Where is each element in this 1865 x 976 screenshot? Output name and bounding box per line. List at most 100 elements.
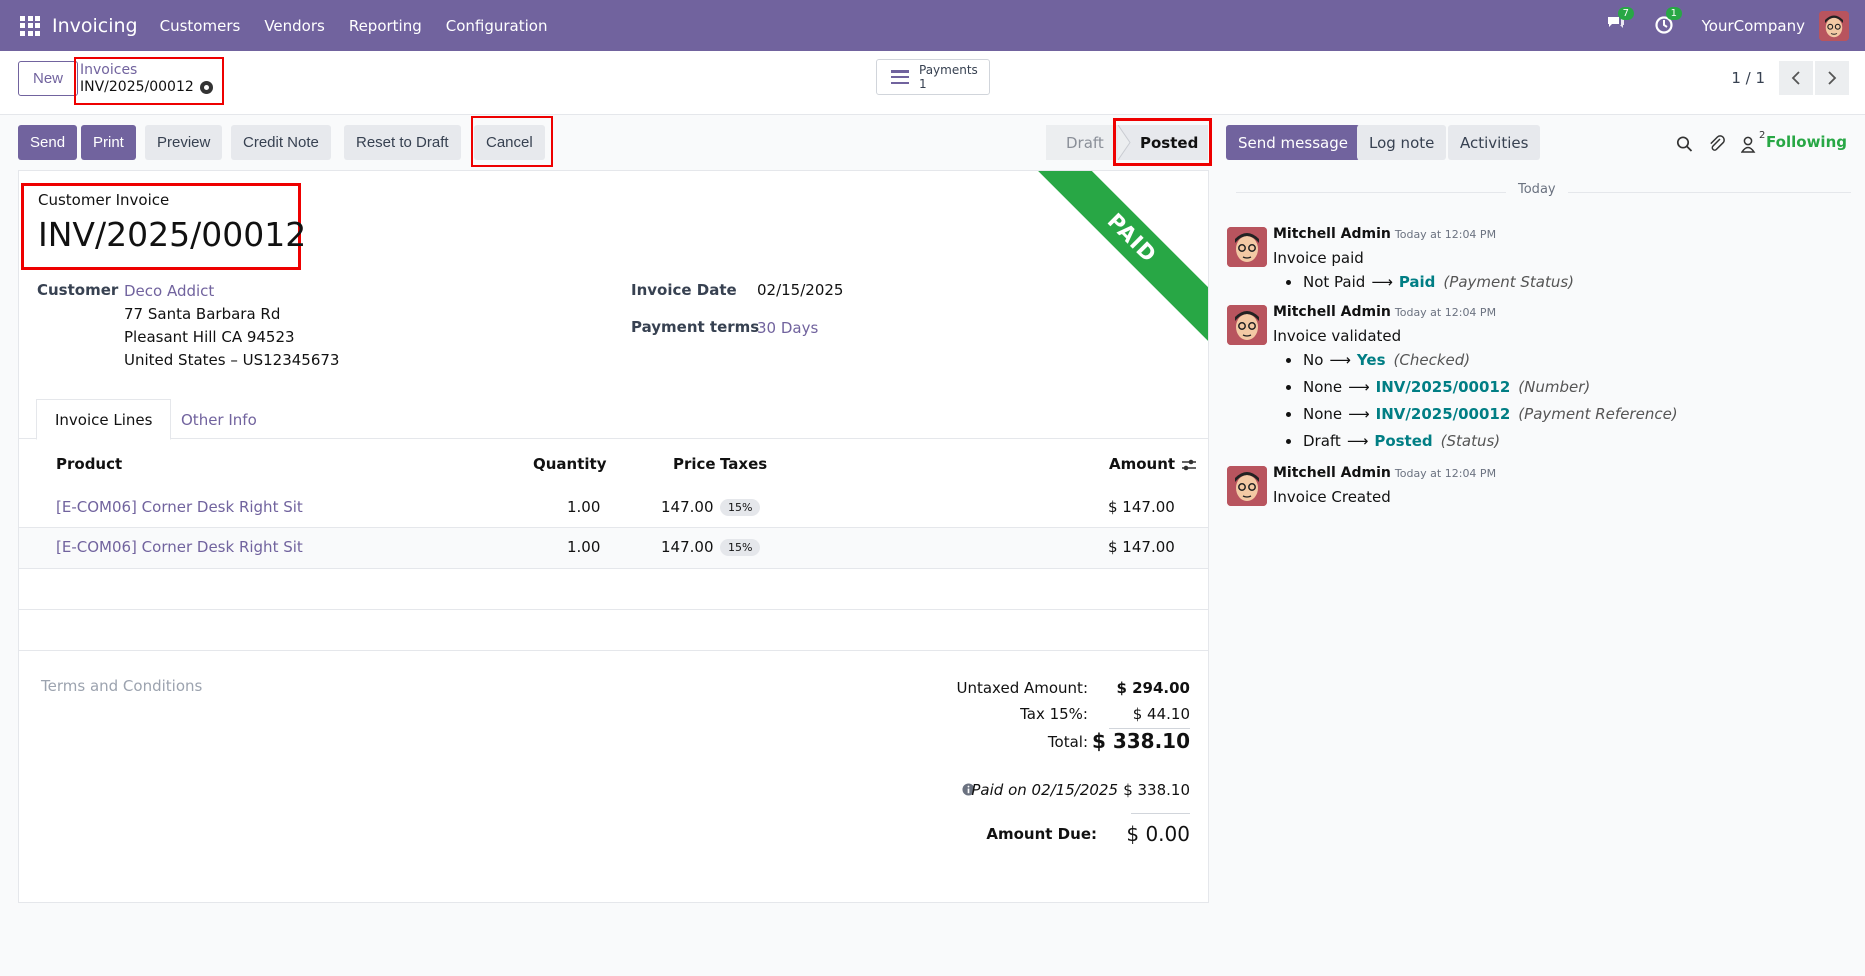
followers-icon[interactable] [1741, 134, 1757, 154]
arrow-right-icon: ⟶ [1346, 432, 1369, 450]
column-header-amount[interactable]: Amount [1109, 455, 1176, 473]
line-amount: $ 147.00 [1108, 498, 1175, 516]
tracking-old: None [1303, 378, 1343, 396]
credit-note-button[interactable]: Credit Note [231, 125, 331, 160]
tracking-new: Yes [1356, 351, 1386, 369]
stage-posted[interactable]: Posted [1116, 125, 1208, 160]
message-body: Invoice Created [1273, 488, 1391, 506]
invoice-type-label: Customer Invoice [38, 191, 170, 209]
form-tabs: Invoice Lines Other Info [19, 399, 1208, 440]
terms-and-conditions-field[interactable]: Terms and Conditions [41, 677, 203, 695]
message-time: Today at 12:04 PM [1394, 306, 1497, 319]
chevron-right-icon [1828, 71, 1837, 85]
arrow-right-icon: ⟶ [1348, 405, 1370, 423]
menu-customers[interactable]: Customers [159, 16, 241, 35]
line-price: 147.00 [661, 538, 714, 556]
customer-name-link[interactable]: Deco Addict [124, 282, 215, 300]
list-icon [891, 70, 909, 84]
control-panel: New Invoices INV/2025/00012 Payments 1 1… [0, 51, 1865, 115]
message-author[interactable]: Mitchell Admin Today at 12:04 PM [1273, 304, 1497, 320]
payment-terms-value[interactable]: 30 Days [757, 319, 819, 337]
print-button[interactable]: Print [81, 125, 136, 160]
info-icon[interactable] [962, 783, 975, 796]
user-face-icon [1819, 10, 1849, 41]
payment-terms-label: Payment terms [631, 318, 760, 336]
reset-to-draft-button[interactable]: Reset to Draft [344, 125, 461, 160]
tracking-value: None ⟶ INV/2025/00012 (Payment Reference… [1286, 405, 1678, 423]
date-separator-label: Today [1506, 182, 1568, 197]
user-face-icon [1227, 227, 1267, 267]
send-message-button[interactable]: Send message [1226, 125, 1360, 160]
line-product[interactable]: [E-COM06] Corner Desk Right Sit [56, 538, 303, 556]
following-button[interactable]: Following [1766, 133, 1847, 151]
apps-menu-icon[interactable] [20, 15, 40, 36]
paid-ribbon: PAID [1026, 171, 1208, 344]
gear-icon[interactable] [199, 80, 213, 94]
stage-chevron-icon [1118, 125, 1131, 160]
menu-reporting[interactable]: Reporting [348, 16, 422, 35]
messaging-menu[interactable]: 7 [1606, 6, 1634, 37]
message-author-avatar[interactable] [1227, 466, 1267, 506]
line-tax-badge: 15% [720, 499, 761, 516]
column-header-price[interactable]: Price [673, 455, 716, 473]
column-header-product[interactable]: Product [56, 455, 123, 473]
stage-draft[interactable]: Draft [1046, 125, 1116, 160]
column-header-taxes[interactable]: Taxes [720, 455, 768, 473]
activities-button[interactable]: Activities [1448, 125, 1541, 160]
tracking-field: (Payment Reference) [1518, 405, 1678, 423]
menu-vendors[interactable]: Vendors [264, 16, 325, 35]
activities-menu[interactable]: 1 [1654, 6, 1682, 37]
message-author[interactable]: Mitchell Admin Today at 12:04 PM [1273, 226, 1497, 242]
tab-invoice-lines[interactable]: Invoice Lines [36, 399, 172, 440]
table-row[interactable]: [E-COM06] Corner Desk Right Sit 1.00 147… [19, 528, 1208, 569]
followers-count: 2 [1759, 130, 1766, 141]
chat-bubbles-icon [1607, 16, 1624, 28]
message-author-avatar[interactable] [1227, 305, 1267, 345]
message-author-avatar[interactable] [1227, 227, 1267, 267]
line-amount: $ 147.00 [1108, 538, 1175, 556]
log-note-button[interactable]: Log note [1357, 125, 1447, 160]
new-button[interactable]: New [18, 61, 79, 96]
line-product[interactable]: [E-COM06] Corner Desk Right Sit [56, 498, 303, 516]
breadcrumb-parent-link[interactable]: Invoices [80, 62, 138, 78]
total-value: $ 338.10 [1091, 729, 1190, 753]
arrow-right-icon: ⟶ [1329, 351, 1351, 369]
untaxed-amount-label: Untaxed Amount: [956, 679, 1089, 697]
preview-button[interactable]: Preview [145, 125, 223, 160]
chevron-left-icon [1791, 71, 1800, 85]
menu-configuration[interactable]: Configuration [445, 16, 548, 35]
paperclip-icon[interactable] [1708, 134, 1725, 154]
tracking-new: Posted [1374, 432, 1433, 450]
paid-on-label: Paid on 02/15/2025 [971, 781, 1118, 799]
send-button[interactable]: Send [18, 125, 78, 160]
payments-smart-button[interactable]: Payments 1 [876, 59, 990, 95]
user-avatar[interactable] [1819, 10, 1849, 41]
message-time: Today at 12:04 PM [1394, 467, 1497, 480]
tracking-value: None ⟶ INV/2025/00012 (Number) [1286, 378, 1590, 396]
breadcrumb-current: INV/2025/00012 [80, 79, 218, 95]
message-body: Invoice paid [1273, 249, 1364, 267]
chatter-panel: Send message Log note Activities 2 Follo… [1226, 116, 1865, 976]
tracking-old: No [1303, 351, 1324, 369]
invoice-date-value[interactable]: 02/15/2025 [757, 281, 844, 299]
empty-table-row [19, 610, 1208, 651]
tracking-value: Not Paid ⟶ Paid (Payment Status) [1286, 273, 1574, 291]
pager-value[interactable]: 1 / 1 [1731, 69, 1765, 87]
search-icon[interactable] [1676, 134, 1693, 154]
tab-other-info[interactable]: Other Info [181, 410, 257, 429]
app-brand[interactable]: Invoicing [52, 14, 138, 37]
company-switcher[interactable]: YourCompany [1701, 16, 1805, 35]
empty-table-row [19, 569, 1208, 610]
tracking-old: Not Paid [1303, 273, 1366, 291]
optional-columns-icon[interactable] [1181, 457, 1197, 473]
cancel-button[interactable]: Cancel [474, 125, 545, 160]
column-header-quantity[interactable]: Quantity [533, 455, 607, 473]
user-face-icon [1227, 305, 1267, 345]
pager-next-button[interactable] [1815, 61, 1849, 95]
message-time: Today at 12:04 PM [1394, 228, 1497, 241]
message-author[interactable]: Mitchell Admin Today at 12:04 PM [1273, 465, 1497, 481]
table-row[interactable]: [E-COM06] Corner Desk Right Sit 1.00 147… [19, 487, 1208, 528]
customer-address-line3: United States – US12345673 [124, 351, 340, 369]
pager-previous-button[interactable] [1779, 61, 1813, 95]
line-price: 147.00 [661, 498, 714, 516]
